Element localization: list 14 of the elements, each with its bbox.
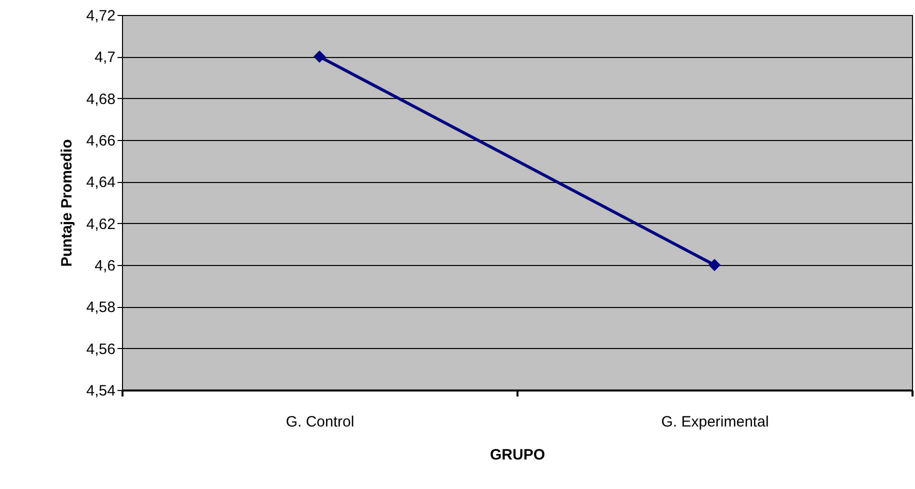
x-tick-label: G. Control	[286, 414, 354, 430]
y-tick-label: 4,56	[86, 340, 116, 358]
y-tick-label: 4,72	[86, 8, 116, 24]
y-tick-label: 4,64	[86, 174, 116, 192]
y-tick-label: 4,68	[86, 90, 116, 108]
x-axis-title: GRUPO	[490, 446, 546, 464]
y-tick-label: 4,54	[86, 382, 116, 400]
y-tick-label: 4,58	[86, 299, 116, 316]
x-tick-label: G. Experimental	[661, 414, 769, 430]
y-tick-label: 4,6	[94, 258, 116, 274]
y-axis-title: Puntaje Promedio	[58, 139, 76, 267]
y-tick-label: 4,66	[86, 132, 116, 150]
y-tick-label: 4,7	[94, 49, 116, 66]
y-tick-label: 4,62	[86, 216, 116, 233]
